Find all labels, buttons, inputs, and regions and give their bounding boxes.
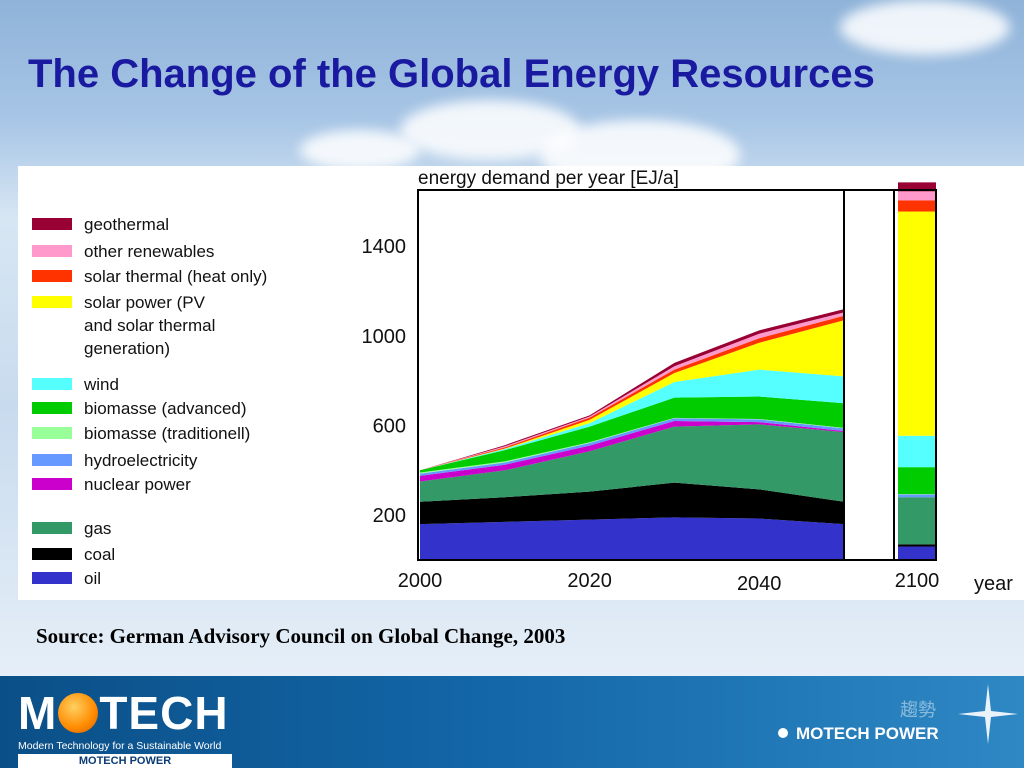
legend-label: other renewables — [84, 242, 214, 261]
sparkle-icon — [958, 684, 1018, 744]
legend-swatch — [32, 522, 72, 534]
energy-demand-chart: energy demand per year [EJ/a] 200 600 1000 1… — [32, 168, 1013, 595]
motech-logo: M TECH Modern Technology for a Sustainabl… — [16, 684, 238, 768]
area-series-3 — [420, 420, 844, 482]
bar-2100-series-6 — [898, 467, 936, 495]
x-tick-label: 2100 — [895, 570, 940, 592]
legend-swatch — [32, 245, 72, 257]
bar-2100-series-4 — [898, 494, 936, 498]
legend-label: and solar thermal — [84, 316, 215, 335]
footer-bar: M TECH Modern Technology for a Sustainabl… — [0, 676, 1024, 768]
footer-brand-text: MOTECH POWER — [796, 724, 939, 743]
legend-label: solar power (PV — [84, 293, 206, 312]
legend-label: wind — [83, 375, 119, 394]
slide-title: The Change of the Global Energy Resource… — [28, 52, 875, 96]
area-series-4 — [420, 418, 844, 476]
y-tick-label: 600 — [373, 415, 406, 437]
bar-2100-series-7 — [898, 435, 936, 468]
legend-swatch — [32, 478, 72, 490]
bar-2100-series-10 — [898, 191, 936, 201]
legend-swatch — [32, 548, 72, 560]
logo-sun-icon — [58, 693, 99, 733]
x-tick-label: 2040 — [737, 573, 782, 595]
legend-label: coal — [84, 545, 115, 564]
legend-swatch — [32, 378, 72, 390]
y-tick-label: 1000 — [362, 326, 407, 348]
area-series-8 — [420, 320, 844, 471]
legend-label: gas — [84, 519, 111, 538]
source-citation: Source: German Advisory Council on Globa… — [36, 624, 566, 648]
bar-2100-series-2 — [898, 497, 936, 545]
area-series-0 — [420, 517, 844, 560]
cloud — [840, 0, 1010, 55]
bar-2100-series-8 — [898, 211, 936, 436]
legend-swatch — [32, 454, 72, 466]
legend-label: geothermal — [84, 215, 169, 234]
legend-swatch — [32, 296, 72, 308]
logo-wordmark: M TECH — [18, 688, 229, 738]
bullet-icon — [778, 728, 788, 738]
chart-panel: energy demand per year [EJ/a] 200 600 1000 1… — [18, 166, 1024, 600]
area-series-6 — [420, 396, 844, 473]
legend-label: biomasse (traditionell) — [84, 424, 250, 443]
area-series-7 — [420, 369, 844, 471]
cloud — [300, 130, 420, 170]
bar-2100-series-11 — [898, 182, 936, 192]
logo-tagline: Modern Technology for a Sustainable Worl… — [18, 740, 222, 752]
legend-label: nuclear power — [84, 475, 191, 494]
legend-swatch — [32, 427, 72, 439]
logo-letters-tech: TECH — [99, 687, 229, 739]
legend-label: solar thermal (heat only) — [84, 267, 267, 286]
area-series-11 — [420, 309, 844, 471]
footer-chinese-text: 趨勢 — [900, 700, 936, 721]
legend-label: biomasse (advanced) — [84, 399, 247, 418]
legend-label: oil — [84, 569, 101, 588]
axis-break-band — [843, 189, 895, 561]
bar-2100-series-1 — [898, 544, 936, 547]
area-series-2 — [420, 424, 844, 502]
bar-2100-series-9 — [898, 200, 936, 212]
y-tick-label: 200 — [373, 505, 406, 527]
legend-label: hydroelectricity — [84, 451, 198, 470]
y-tick-label: 1400 — [362, 236, 407, 258]
legend-swatch — [32, 218, 72, 230]
x-tick-label: 2020 — [567, 570, 612, 592]
legend-swatch — [32, 402, 72, 414]
footer-brand: MOTECH POWER — [778, 724, 939, 744]
legend-label: generation) — [84, 339, 170, 358]
logo-brand-strip: MOTECH POWER — [18, 754, 232, 768]
bar-2100-series-0 — [898, 546, 936, 560]
logo-letter-m: M — [18, 687, 58, 739]
area-series-9 — [420, 315, 844, 471]
legend-swatch — [32, 270, 72, 282]
plot-frame — [417, 189, 937, 561]
x-tick-label: 2000 — [398, 570, 443, 592]
area-series-1 — [420, 482, 844, 525]
legend-swatch — [32, 572, 72, 584]
x-axis-label: year — [974, 573, 1013, 595]
chart-title: energy demand per year [EJ/a] — [418, 168, 679, 189]
